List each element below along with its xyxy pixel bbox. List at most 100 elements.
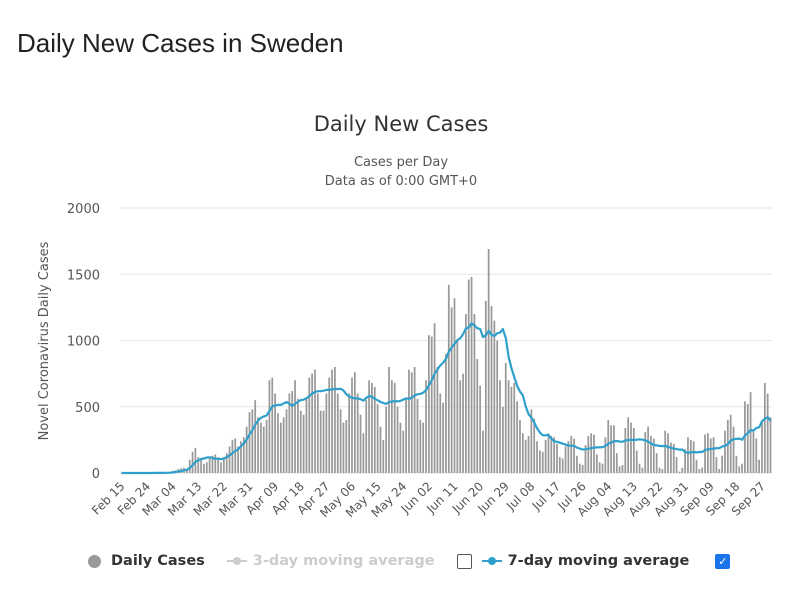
bar [211, 455, 214, 473]
bar [345, 420, 348, 473]
bar [433, 323, 436, 473]
bar [467, 279, 470, 473]
bar [410, 372, 413, 473]
y-tick-label: 500 [75, 401, 100, 416]
legend-item-3-day-average[interactable]: 3-day moving average [226, 553, 435, 569]
bar [615, 453, 618, 473]
bar [305, 398, 308, 473]
bar [268, 380, 271, 473]
checkbox-7-day-average[interactable]: ✓ [715, 553, 731, 569]
bar [607, 420, 610, 473]
bar [627, 417, 630, 473]
bar [222, 458, 225, 473]
bar [285, 409, 288, 473]
bar [624, 427, 627, 473]
bar [530, 409, 533, 473]
bar [419, 420, 422, 473]
bar [524, 439, 527, 473]
legend-item-daily-cases[interactable]: Daily Cases [88, 553, 205, 569]
bar [650, 435, 652, 473]
bar [672, 443, 675, 473]
legend-label: Daily Cases [111, 553, 205, 569]
bar [724, 430, 726, 473]
bar [655, 453, 658, 473]
bar [573, 438, 575, 473]
bar [265, 420, 268, 473]
bar [356, 393, 359, 473]
legend-item-7-day-average[interactable]: 7-day moving average [481, 553, 689, 569]
bar [550, 435, 553, 473]
bar [197, 457, 200, 473]
bar [279, 422, 282, 473]
bar [402, 430, 405, 473]
bar [516, 401, 519, 473]
bar [465, 314, 467, 473]
bar [536, 441, 538, 473]
bar [217, 457, 220, 473]
bar [675, 457, 678, 473]
bar [413, 367, 416, 473]
bar [282, 417, 285, 473]
bar [570, 435, 573, 473]
bar [328, 377, 331, 473]
checkbox-3-day-average[interactable] [456, 553, 472, 569]
bar [311, 373, 314, 473]
bar [644, 431, 647, 473]
bar [373, 386, 376, 473]
bar [533, 418, 536, 473]
bar [359, 414, 362, 473]
bar [203, 463, 205, 473]
bar [601, 463, 604, 473]
bar [752, 430, 755, 473]
bar [365, 400, 368, 473]
legend-label: 3-day moving average [252, 553, 435, 569]
bar [470, 276, 473, 473]
bar [325, 393, 328, 473]
bar [741, 463, 743, 473]
bar [248, 412, 251, 473]
bar [684, 449, 686, 473]
bar [681, 467, 684, 473]
bar [715, 457, 718, 473]
bar [641, 467, 644, 473]
bar [635, 450, 638, 473]
bar [299, 410, 302, 473]
bar [445, 353, 447, 473]
bar [294, 380, 296, 473]
bar [678, 471, 681, 473]
bar [388, 367, 390, 473]
bar [262, 426, 265, 473]
chart-subtitle-2: Data as of 0:00 GMT+0 [325, 174, 477, 189]
bar [447, 284, 450, 473]
bar [576, 455, 578, 473]
bar [422, 422, 425, 473]
bar [302, 414, 305, 473]
bar [709, 438, 712, 473]
bar [277, 413, 279, 473]
bar [462, 373, 464, 473]
bar [368, 380, 370, 473]
bar [214, 454, 217, 473]
bar [191, 451, 194, 473]
bar [507, 380, 510, 473]
bar [726, 420, 729, 473]
bar [427, 335, 430, 473]
bar [499, 380, 501, 473]
x-tick-label: Jul 17 [529, 479, 563, 513]
bar [521, 433, 524, 473]
bar [430, 336, 433, 473]
bar [382, 439, 385, 473]
bar [707, 433, 709, 473]
y-axis-title: Novel Coronavirus Daily Cases [37, 241, 52, 440]
bar [339, 409, 342, 473]
daily-cases-marker-icon [88, 554, 101, 568]
bar [561, 458, 564, 473]
bar [390, 380, 393, 473]
bar [590, 433, 593, 473]
bar [664, 430, 667, 473]
bar [240, 441, 242, 473]
bar [334, 367, 336, 473]
bar [425, 380, 427, 473]
bar [456, 340, 459, 473]
